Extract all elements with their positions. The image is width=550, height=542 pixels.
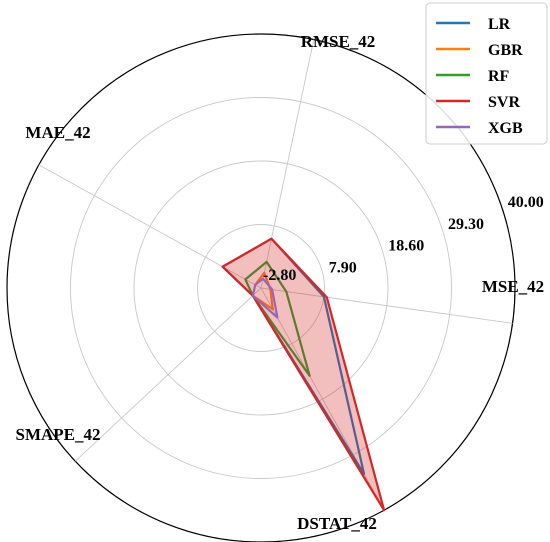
series-xgb-polygon [251, 277, 279, 319]
spoke-smape-42 [74, 287, 262, 462]
legend-label-gbr: GBR [488, 42, 523, 59]
grid-circle [133, 160, 389, 416]
label-layer: MSE_42 RMSE_42 MAE_42 SMAPE_42 DSTAT_42 -2.80… [16, 32, 545, 533]
series-layer [221, 237, 386, 512]
grid-circle [197, 224, 325, 352]
radial-tick-label: 18.60 [388, 238, 424, 255]
legend-label-xgb: XGB [488, 120, 523, 137]
grid-circle [70, 97, 452, 479]
legend-label-rf: RF [488, 68, 510, 85]
radial-tick-label: 7.90 [329, 259, 357, 276]
outer-circle [6, 33, 516, 542]
axis-label-smape-42: SMAPE_42 [16, 425, 101, 444]
legend-label-svr: SVR [488, 94, 520, 111]
legend-label-lr: LR [488, 16, 511, 33]
axis-label-mse-42: MSE_42 [482, 277, 544, 296]
legend: LR GBR RF SVR XGB [425, 2, 548, 145]
series-rf-polygon [244, 260, 311, 377]
radial-tick-label: 40.00 [508, 194, 544, 211]
series-svr-polygon [221, 237, 386, 512]
radial-tick-label: -2.80 [263, 267, 296, 284]
axis-label-mae-42: MAE_42 [25, 123, 90, 142]
legend-box [425, 2, 548, 145]
axis-label-dstat-42: DSTAT_42 [297, 514, 377, 533]
spoke-rmse-42 [260, 39, 315, 289]
axis-label-rmse-42: RMSE_42 [301, 32, 376, 51]
spoke-mse-42 [260, 287, 513, 324]
radial-tick-label: 29.30 [448, 216, 484, 233]
